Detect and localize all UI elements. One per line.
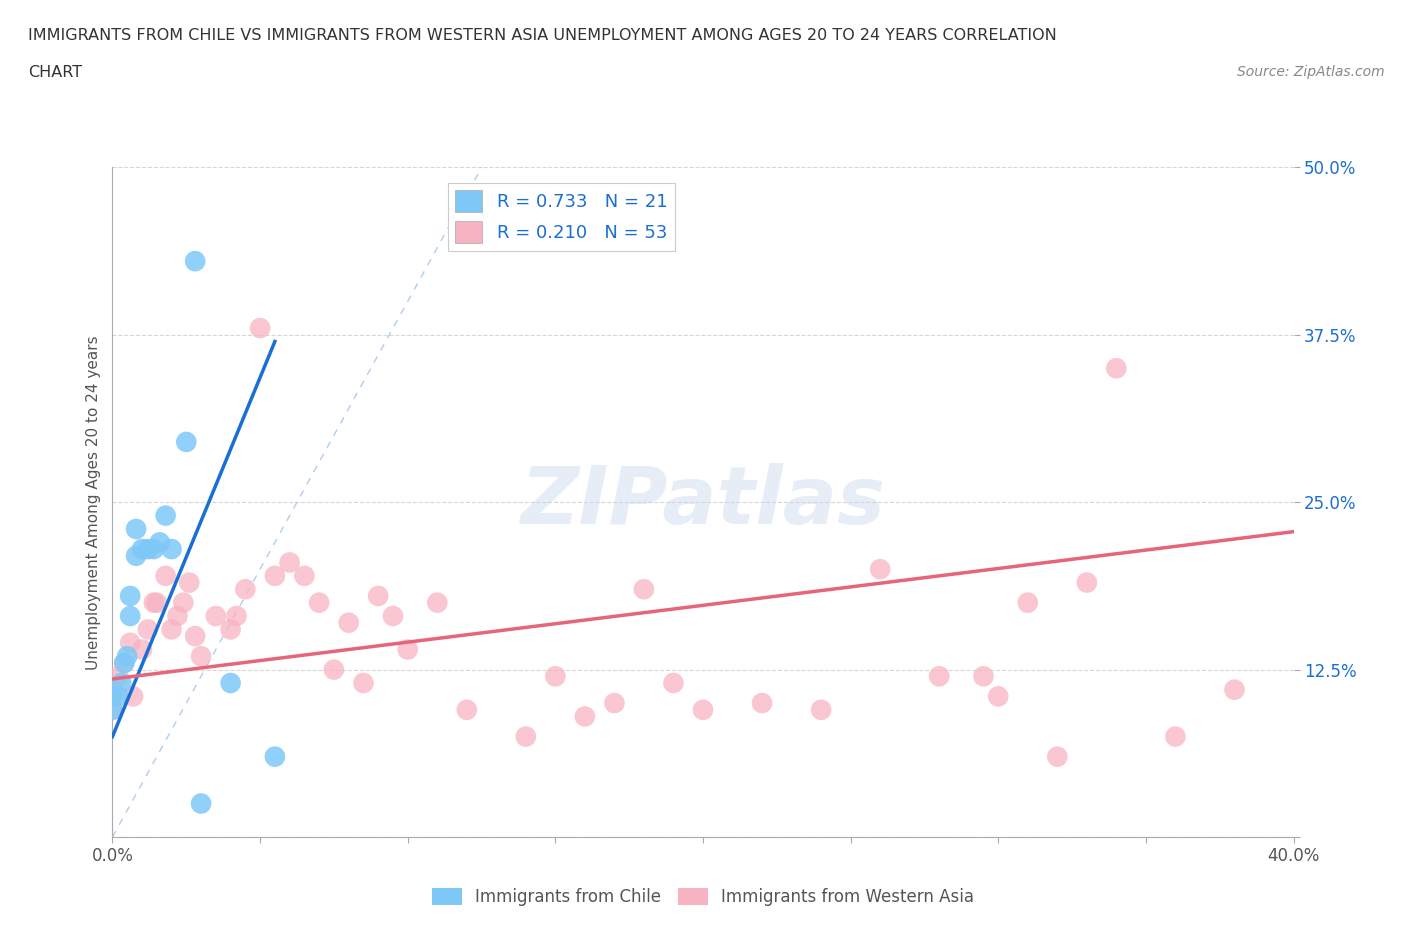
Point xyxy=(142,541,165,556)
Text: CHART: CHART xyxy=(28,65,82,80)
Point xyxy=(928,669,950,684)
Point xyxy=(136,622,159,637)
Point xyxy=(323,662,346,677)
Point xyxy=(125,549,148,564)
Point xyxy=(179,575,201,590)
Point xyxy=(987,689,1010,704)
Point xyxy=(973,669,995,684)
Point xyxy=(131,642,153,657)
Point xyxy=(101,689,124,704)
Point xyxy=(367,589,389,604)
Point xyxy=(117,649,138,664)
Point xyxy=(101,702,124,717)
Point xyxy=(107,669,129,684)
Point xyxy=(125,522,148,537)
Point xyxy=(1076,575,1098,590)
Point xyxy=(574,709,596,724)
Point xyxy=(155,508,177,523)
Point xyxy=(190,796,212,811)
Point xyxy=(122,689,145,704)
Point xyxy=(219,622,242,637)
Point xyxy=(184,254,207,269)
Point xyxy=(120,608,142,623)
Y-axis label: Unemployment Among Ages 20 to 24 years: Unemployment Among Ages 20 to 24 years xyxy=(86,335,101,670)
Text: Source: ZipAtlas.com: Source: ZipAtlas.com xyxy=(1237,65,1385,79)
Point xyxy=(1164,729,1187,744)
Point xyxy=(869,562,891,577)
Point xyxy=(515,729,537,744)
Point xyxy=(278,555,301,570)
Point xyxy=(174,434,197,449)
Point xyxy=(1017,595,1039,610)
Point xyxy=(205,608,228,623)
Point xyxy=(112,656,135,671)
Point xyxy=(308,595,330,610)
Point xyxy=(120,589,142,604)
Point xyxy=(352,675,374,690)
Point xyxy=(142,595,165,610)
Point xyxy=(633,582,655,597)
Point xyxy=(292,568,315,583)
Point xyxy=(146,595,169,610)
Legend: R = 0.733   N = 21, R = 0.210   N = 53: R = 0.733 N = 21, R = 0.210 N = 53 xyxy=(449,183,675,251)
Point xyxy=(396,642,419,657)
Point xyxy=(110,675,132,690)
Point xyxy=(101,702,124,717)
Point xyxy=(131,541,153,556)
Point xyxy=(233,582,256,597)
Point xyxy=(160,622,183,637)
Point xyxy=(155,568,177,583)
Legend: Immigrants from Chile, Immigrants from Western Asia: Immigrants from Chile, Immigrants from W… xyxy=(425,881,981,912)
Point xyxy=(1223,683,1246,698)
Point xyxy=(249,321,271,336)
Point xyxy=(751,696,773,711)
Point xyxy=(166,608,188,623)
Point xyxy=(112,656,135,671)
Point xyxy=(810,702,832,717)
Point xyxy=(544,669,567,684)
Point xyxy=(603,696,626,711)
Text: ZIPatlas: ZIPatlas xyxy=(520,463,886,541)
Point xyxy=(456,702,478,717)
Point xyxy=(264,750,287,764)
Point xyxy=(107,689,129,704)
Point xyxy=(101,683,124,698)
Point xyxy=(662,675,685,690)
Point xyxy=(426,595,449,610)
Point xyxy=(160,541,183,556)
Point xyxy=(149,535,172,550)
Point xyxy=(190,649,212,664)
Point xyxy=(1105,361,1128,376)
Point xyxy=(120,635,142,650)
Point xyxy=(172,595,194,610)
Point xyxy=(136,541,159,556)
Point xyxy=(1046,750,1069,764)
Point xyxy=(219,675,242,690)
Point xyxy=(692,702,714,717)
Point xyxy=(184,629,207,644)
Text: IMMIGRANTS FROM CHILE VS IMMIGRANTS FROM WESTERN ASIA UNEMPLOYMENT AMONG AGES 20: IMMIGRANTS FROM CHILE VS IMMIGRANTS FROM… xyxy=(28,28,1057,43)
Point xyxy=(225,608,247,623)
Point xyxy=(264,568,287,583)
Point xyxy=(337,616,360,631)
Point xyxy=(382,608,405,623)
